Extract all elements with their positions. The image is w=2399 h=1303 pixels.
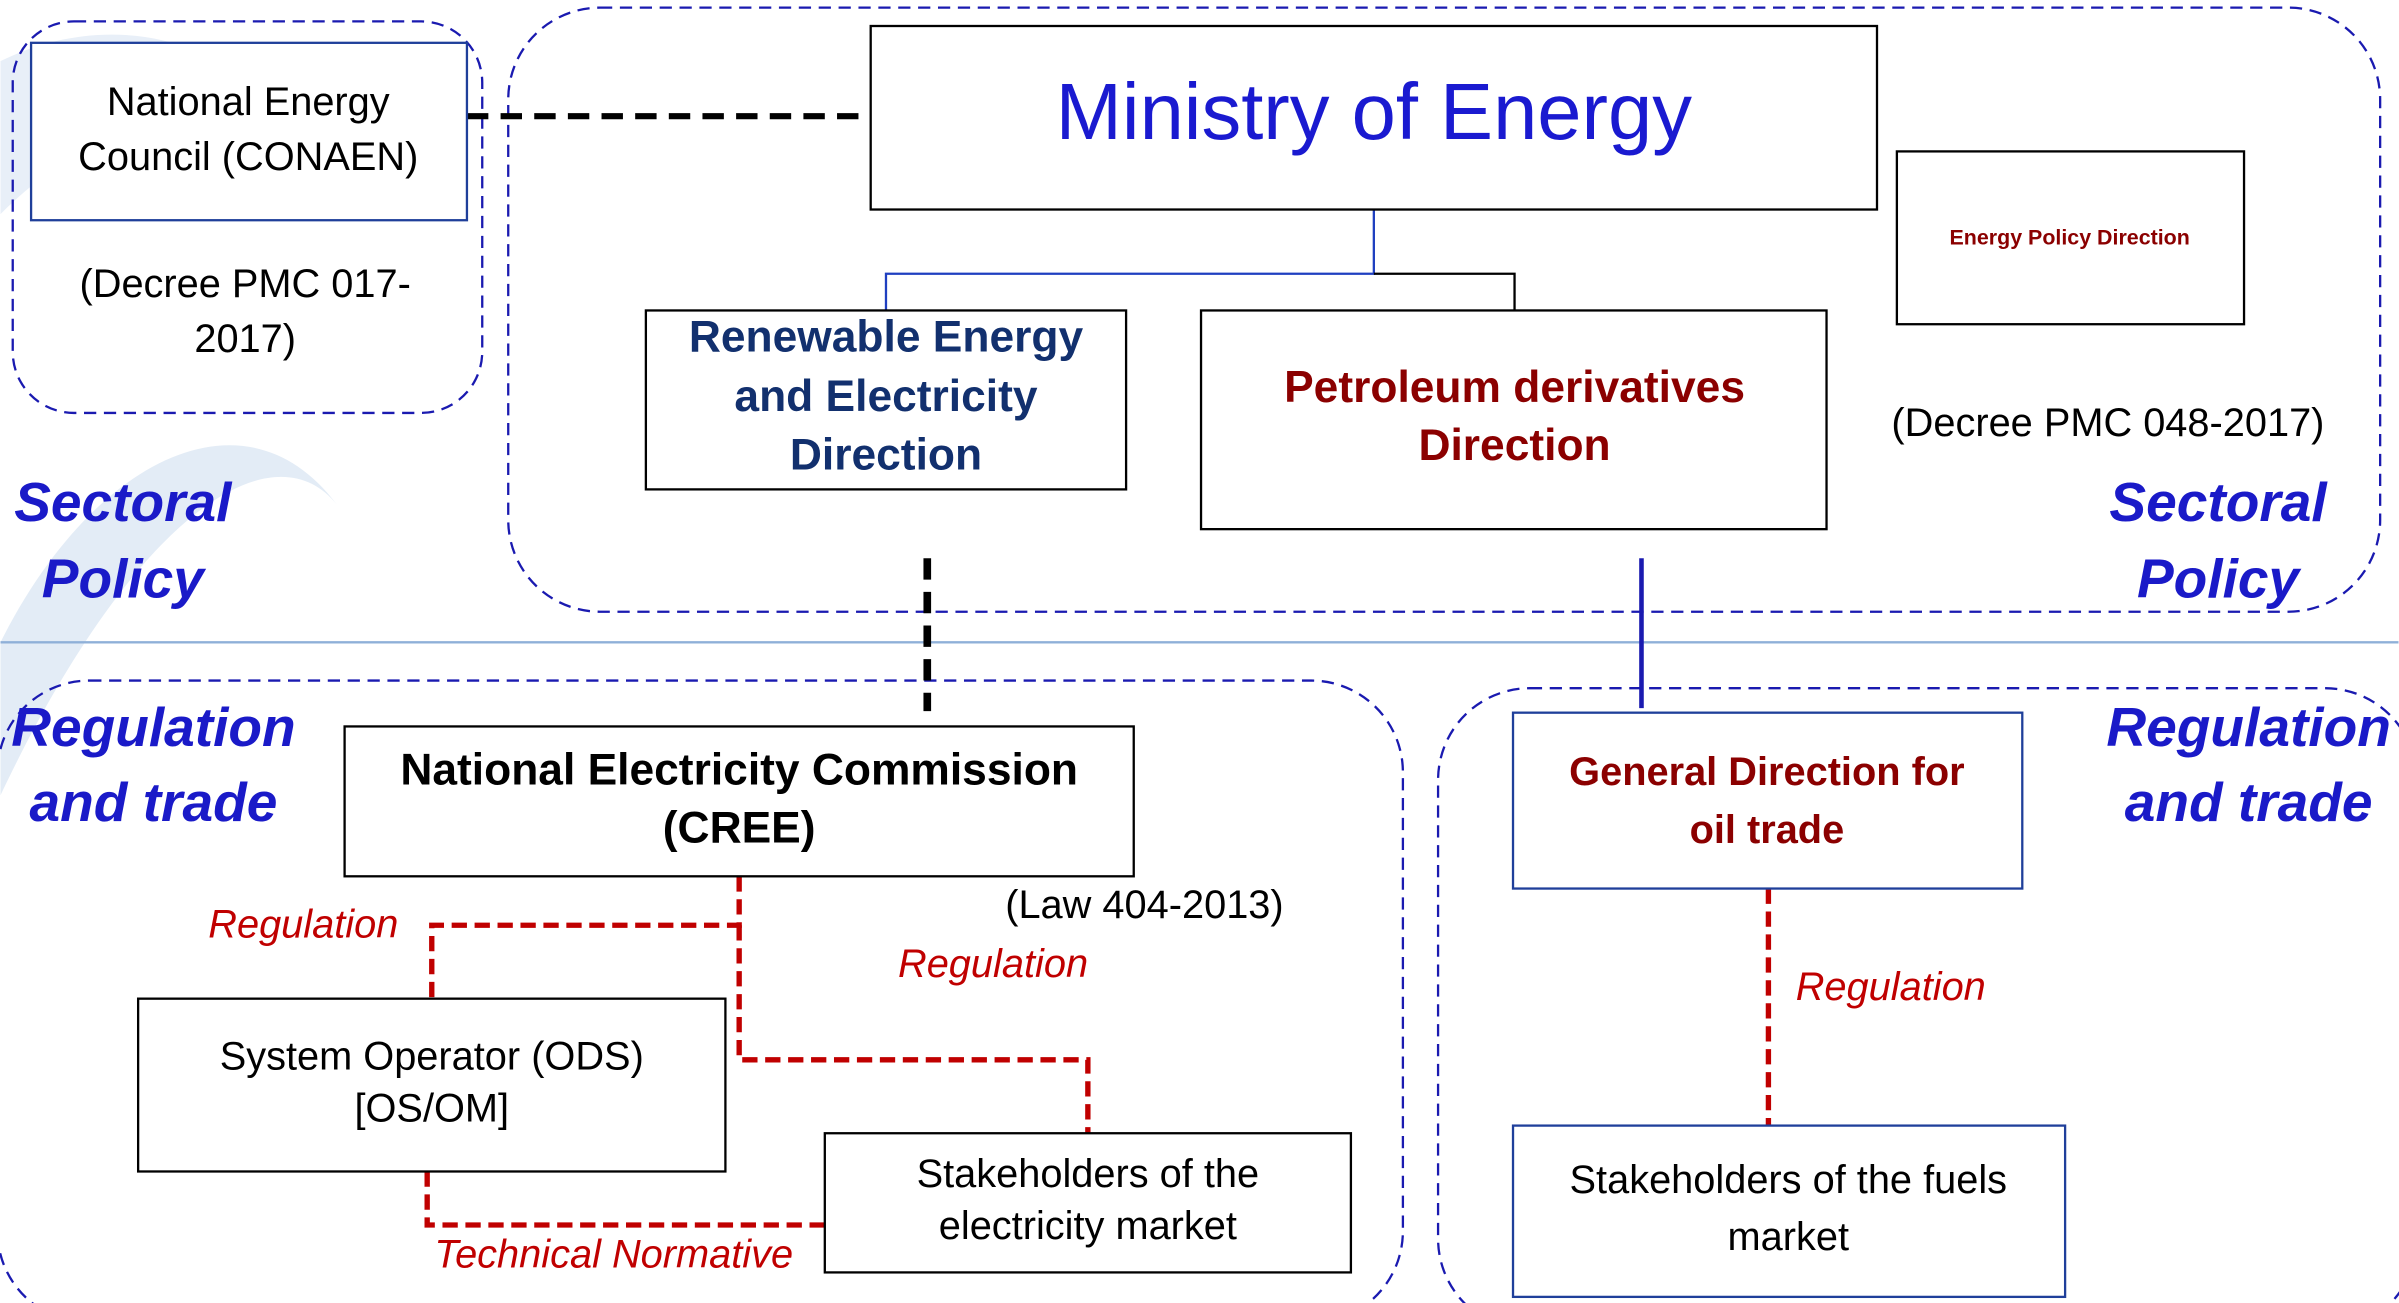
note: (Decree PMC 048-2017) <box>1891 401 2324 445</box>
node-box <box>823 1132 1353 1274</box>
region-label: Sectoral Policy <box>2109 471 2328 609</box>
node-label: General Direction for oil trade <box>1569 749 1964 851</box>
edge-label: Regulation <box>898 942 1088 986</box>
node-label: Renewable Energy and Electricity Direction <box>689 312 1084 479</box>
node-label: System Operator (ODS) [OS/OM] <box>220 1034 644 1130</box>
edge-label: Technical Normative <box>434 1233 793 1277</box>
node-label: Stakeholders of the electricity market <box>917 1152 1260 1248</box>
connector <box>424 1171 825 1228</box>
connector <box>884 209 1375 311</box>
node-box <box>869 24 1879 211</box>
edge-label: Regulation <box>208 902 398 946</box>
edge-label: Regulation <box>1796 965 1986 1009</box>
node-box <box>29 41 469 222</box>
node-label: Ministry of Energy <box>1056 67 1693 156</box>
region <box>0 679 1405 1303</box>
node-label: National Electricity Commission (CREE) <box>400 745 1078 852</box>
node-box <box>1895 150 2246 326</box>
connector <box>429 876 742 999</box>
node-box <box>644 309 1128 491</box>
node-label: Energy Policy Direction <box>1950 225 2190 249</box>
node-box <box>1511 1124 2067 1299</box>
connector <box>1373 272 1516 311</box>
note: (Decree PMC 017-2017) <box>80 261 411 360</box>
node-box <box>1511 711 2024 890</box>
connector <box>736 925 1091 1134</box>
region <box>11 20 484 415</box>
region-label: Regulation and trade <box>2106 696 2390 833</box>
node-label: Stakeholders of the fuels market <box>1570 1158 2008 1259</box>
region <box>507 6 2382 613</box>
background-swoosh <box>0 445 337 796</box>
note: (Law 404-2013) <box>1005 882 1283 926</box>
region-label: Regulation and trade <box>11 696 295 833</box>
region <box>1436 687 2399 1303</box>
node-box <box>343 725 1135 878</box>
node-box <box>1199 309 1828 531</box>
node-label: National Energy Council (CONAEN) <box>78 79 418 178</box>
node-box <box>136 997 727 1173</box>
node-label: Petroleum derivatives Direction <box>1284 363 1745 470</box>
region-label: Sectoral Policy <box>14 471 233 609</box>
